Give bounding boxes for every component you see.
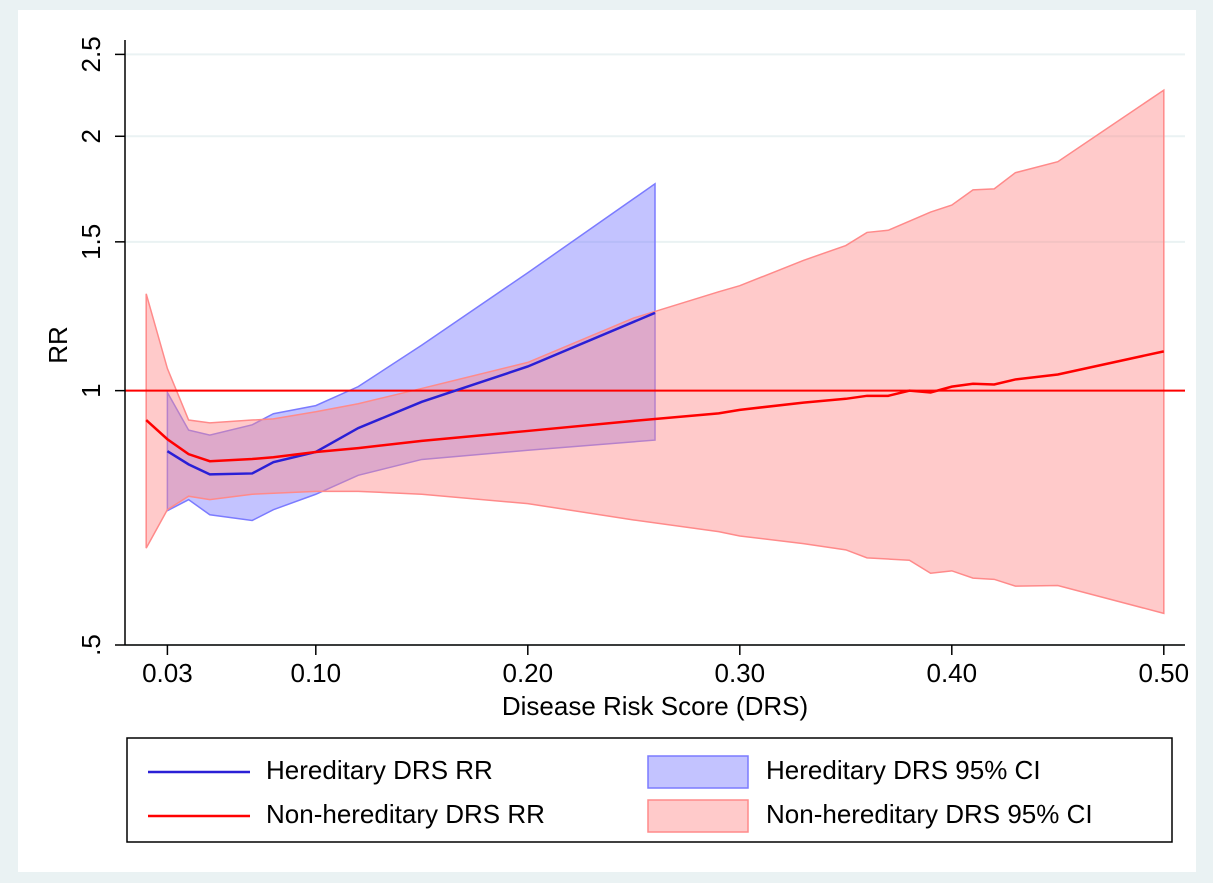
legend-label: Hereditary DRS 95% CI xyxy=(766,755,1041,785)
y-tick-label: .5 xyxy=(76,634,106,656)
y-tick-label: 1.5 xyxy=(76,224,106,260)
x-tick-label: 0.30 xyxy=(714,658,765,688)
legend-key-band xyxy=(647,799,749,833)
ci-band xyxy=(166,182,656,522)
legend-label: Non-hereditary DRS 95% CI xyxy=(766,799,1093,829)
legend-label: Hereditary DRS RR xyxy=(266,755,493,785)
y-tick-label: 2 xyxy=(76,129,106,143)
legend-key-band xyxy=(647,755,749,789)
x-tick-label: 0.20 xyxy=(502,658,553,688)
y-tick-label: 1 xyxy=(76,383,106,397)
x-tick-label: 0.40 xyxy=(926,658,977,688)
graph-region xyxy=(18,10,1196,872)
ci-band xyxy=(145,88,1165,615)
rr-line xyxy=(145,350,1165,463)
x-tick-label: 0.50 xyxy=(1138,658,1189,688)
x-axis-title: Disease Risk Score (DRS) xyxy=(502,691,808,721)
y-tick-label: 2.5 xyxy=(76,36,106,72)
x-tick-label: 0.03 xyxy=(142,658,193,688)
legend-label: Non-hereditary DRS RR xyxy=(266,799,545,829)
rr-line xyxy=(166,311,656,476)
y-axis-title: RR xyxy=(43,326,73,364)
x-tick-label: 0.10 xyxy=(290,658,341,688)
